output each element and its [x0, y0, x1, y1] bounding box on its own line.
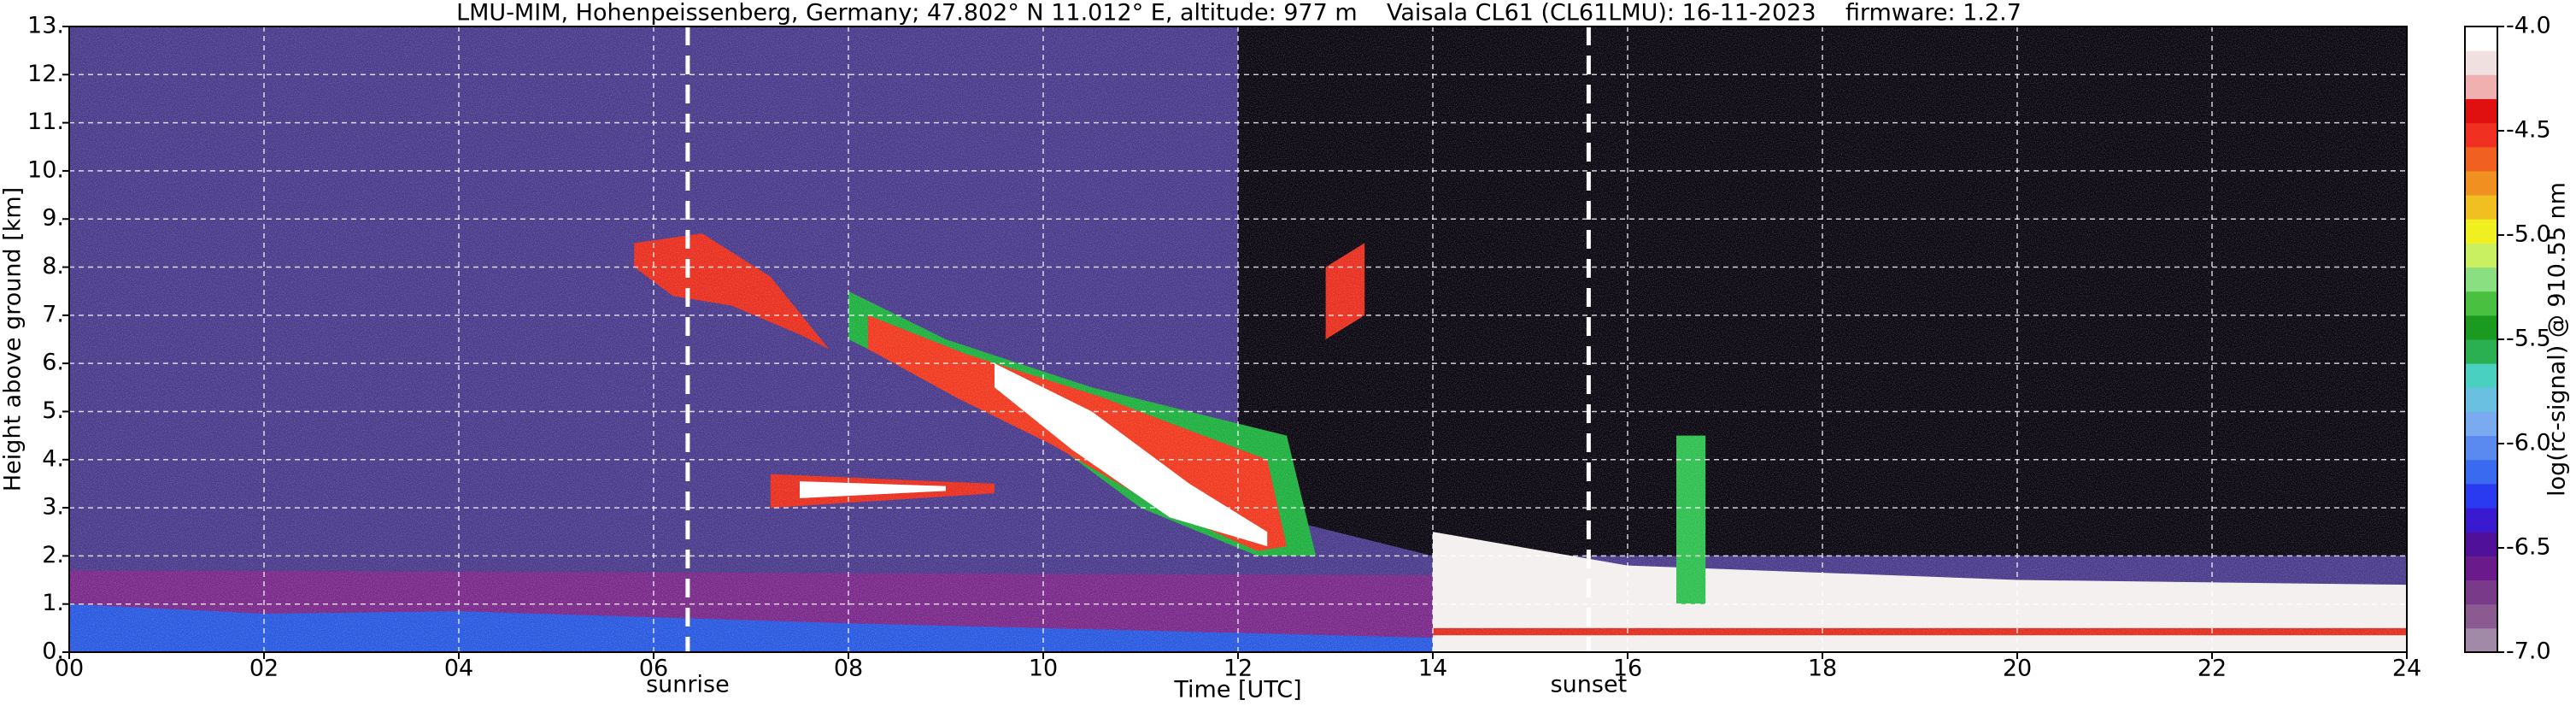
- colorbar-swatch: [2465, 243, 2497, 268]
- colorbar-swatch: [2465, 387, 2497, 412]
- colorbar-swatch: [2465, 291, 2497, 316]
- colorbar-swatch: [2465, 508, 2497, 532]
- x-tick-label: 16: [1613, 656, 1642, 682]
- colorbar-swatch: [2465, 532, 2497, 556]
- colorbar-swatch: [2465, 98, 2497, 124]
- y-tick-label: 13.: [27, 13, 64, 39]
- y-tick-label: 1.: [42, 590, 64, 616]
- colorbar-swatch: [2465, 26, 2497, 51]
- colorbar-tick-label: -4.5: [2506, 117, 2551, 144]
- colorbar-swatch: [2465, 459, 2497, 485]
- x-tick-label: 08: [834, 656, 863, 682]
- event-label: sunset: [1551, 672, 1628, 698]
- y-tick-label: 5.: [42, 397, 64, 424]
- colorbar-tick-label: -7.0: [2506, 638, 2551, 665]
- colorbar-swatch: [2465, 315, 2497, 340]
- y-tick-label: 8.: [42, 253, 64, 279]
- x-tick-label: 22: [2198, 656, 2227, 682]
- colorbar-swatch: [2465, 627, 2497, 653]
- y-tick-label: 9.: [42, 205, 64, 232]
- plot-area: [69, 26, 2407, 652]
- colorbar-swatch: [2465, 122, 2497, 148]
- colorbar-swatch: [2465, 50, 2497, 75]
- colorbar-tick-label: -5.5: [2506, 326, 2551, 352]
- event-label: sunrise: [646, 672, 730, 698]
- y-tick-label: 11.: [27, 109, 64, 135]
- y-axis-label: Height above ground [km]: [0, 187, 26, 491]
- colorbar-swatch: [2465, 146, 2497, 172]
- x-tick-label: 10: [1029, 656, 1058, 682]
- y-tick-label: 2.: [42, 542, 64, 568]
- colorbar-label: log(rc-signal) @ 910.55 nm: [2544, 182, 2571, 497]
- y-tick-label: 6.: [42, 350, 64, 376]
- colorbar-swatch: [2465, 580, 2497, 605]
- y-tick-label: 10.: [27, 156, 64, 183]
- colorbar-swatch: [2465, 339, 2497, 364]
- x-tick-label: 12: [1223, 656, 1253, 682]
- colorbar-swatch: [2465, 435, 2497, 461]
- chart-title: LMU-MIM, Hohenpeissenberg, Germany; 47.8…: [456, 0, 2021, 26]
- y-tick-label: 0.: [42, 638, 64, 665]
- x-tick-label: 06: [639, 656, 668, 682]
- x-axis-label: Time [UTC]: [1173, 677, 1301, 703]
- colorbar-tick-label: -4.0: [2506, 13, 2551, 39]
- colorbar-swatch: [2465, 195, 2497, 220]
- y-tick-label: 7.: [42, 301, 64, 327]
- y-tick-label: 12.: [27, 61, 64, 87]
- colorbar-swatch: [2465, 219, 2497, 244]
- colorbar-swatch: [2465, 603, 2497, 629]
- x-tick-label: 24: [2392, 656, 2421, 682]
- colorbar-swatch: [2465, 74, 2497, 99]
- y-tick-label: 4.: [42, 445, 64, 472]
- x-tick-label: 20: [2003, 656, 2032, 682]
- colorbar-swatch: [2465, 170, 2497, 196]
- colorbar-tick-label: -6.0: [2506, 430, 2551, 456]
- colorbar-swatch: [2465, 483, 2497, 509]
- x-tick-label: 18: [1808, 656, 1837, 682]
- x-tick-label: 14: [1418, 656, 1447, 682]
- y-tick-label: 3.: [42, 494, 64, 521]
- colorbar-swatch: [2465, 267, 2497, 292]
- colorbar-tick-label: -6.5: [2506, 534, 2551, 561]
- colorbar-swatch: [2465, 556, 2497, 581]
- x-tick-label: 02: [249, 656, 279, 682]
- colorbar-swatch: [2465, 363, 2497, 388]
- colorbar-swatch: [2465, 411, 2497, 437]
- x-tick-label: 00: [55, 656, 84, 682]
- x-tick-label: 04: [444, 656, 473, 682]
- colorbar-tick-label: -5.0: [2506, 221, 2551, 248]
